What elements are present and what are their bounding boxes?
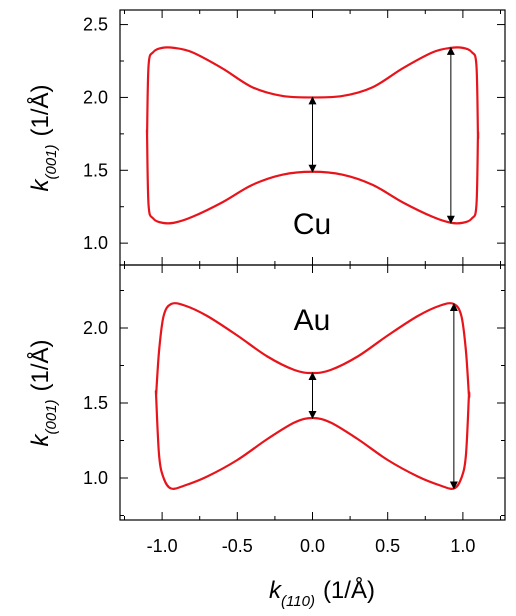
x-axis-units: (1/Å) bbox=[323, 576, 375, 604]
cu-panel: 1.0 1.5 2.0 2.5 bbox=[83, 10, 505, 265]
au-panel: 1.0 1.5 2.0 -1.0 -0.5 0.0 0.5 1.0 bbox=[83, 265, 505, 556]
cu-ytick-label: 2.5 bbox=[83, 15, 108, 35]
x-axis-symbol: k bbox=[269, 577, 283, 604]
cu-fermi-contour bbox=[145, 46, 480, 225]
au-xtick-label: -0.5 bbox=[222, 536, 253, 556]
au-xtick-label: 1.0 bbox=[450, 536, 475, 556]
cu-y-axis-symbol: k bbox=[27, 178, 54, 192]
cu-y-axis-subscript: (001) bbox=[43, 144, 60, 179]
au-xtick-label: 0.5 bbox=[375, 536, 400, 556]
cu-ytick-label: 1.5 bbox=[83, 160, 108, 180]
au-ytick-label: 1.5 bbox=[83, 393, 108, 413]
cu-ytick-label: 2.0 bbox=[83, 87, 108, 107]
au-ytick-label: 1.0 bbox=[83, 468, 108, 488]
au-xtick-label: 0.0 bbox=[300, 536, 325, 556]
x-axis-subscript: (110) bbox=[281, 593, 315, 610]
cu-panel-label: Cu bbox=[293, 208, 331, 241]
au-ytick-label: 2.0 bbox=[83, 318, 108, 338]
cu-y-axis-units: (1/Å) bbox=[26, 84, 54, 136]
au-y-axis-subscript: (001) bbox=[43, 399, 60, 434]
au-fermi-contour bbox=[154, 302, 471, 490]
au-panel-label: Au bbox=[294, 304, 331, 337]
x-axis-title: k(110) (1/Å) bbox=[269, 576, 375, 610]
au-y-axis-title: k(001) (1/Å) bbox=[26, 339, 60, 446]
au-y-axis-symbol: k bbox=[27, 433, 54, 447]
cu-ytick-label: 1.0 bbox=[83, 233, 108, 253]
au-y-axis-units: (1/Å) bbox=[26, 339, 54, 391]
cu-y-axis-title: k(001) (1/Å) bbox=[26, 84, 60, 191]
au-xtick-label: -1.0 bbox=[147, 536, 178, 556]
